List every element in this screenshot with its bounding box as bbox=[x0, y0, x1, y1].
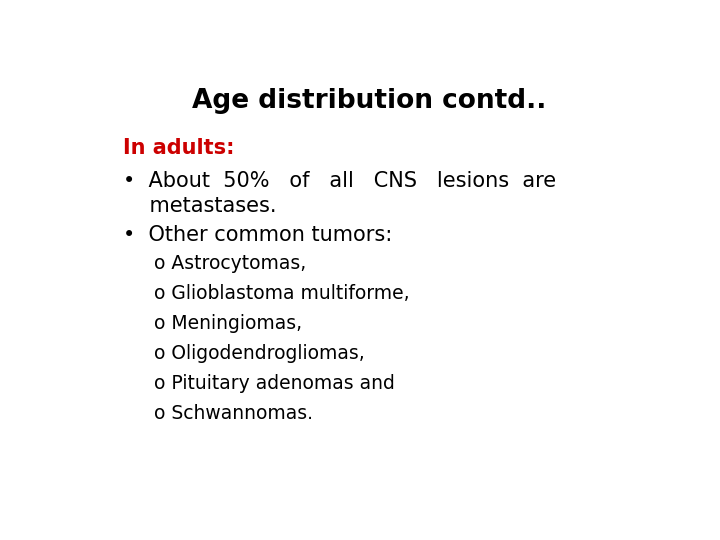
Text: •  About  50%   of   all   CNS   lesions  are: • About 50% of all CNS lesions are bbox=[124, 171, 557, 191]
Text: metastases.: metastases. bbox=[124, 196, 277, 216]
Text: o Glioblastoma multiforme,: o Glioblastoma multiforme, bbox=[154, 284, 410, 303]
Text: o Meningiomas,: o Meningiomas, bbox=[154, 314, 302, 333]
Text: •  Other common tumors:: • Other common tumors: bbox=[124, 225, 392, 245]
Text: o Astrocytomas,: o Astrocytomas, bbox=[154, 254, 307, 273]
Text: o Oligodendrogliomas,: o Oligodendrogliomas, bbox=[154, 344, 365, 363]
Text: Age distribution contd..: Age distribution contd.. bbox=[192, 87, 546, 113]
Text: o Pituitary adenomas and: o Pituitary adenomas and bbox=[154, 374, 395, 393]
Text: In adults:: In adults: bbox=[124, 138, 235, 158]
Text: o Schwannomas.: o Schwannomas. bbox=[154, 404, 313, 423]
